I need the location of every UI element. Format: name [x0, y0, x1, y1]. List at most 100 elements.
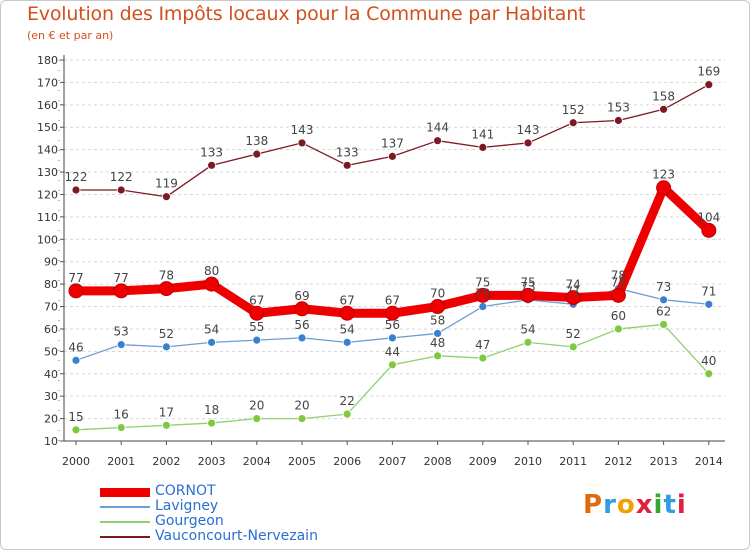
data-label-gourgeon: 60: [611, 309, 626, 323]
data-label-cornot: 70: [430, 287, 445, 301]
data-label-gourgeon: 20: [294, 399, 309, 413]
data-point-gourgeon: [116, 423, 126, 432]
data-label-lavigney: 70: [475, 287, 490, 301]
data-labels: 122 122 119 133 138 143 133 137 144 141 143 152 153 1…: [65, 65, 721, 424]
data-point-gourgeon: [161, 420, 171, 430]
data-label-lavigney: 73: [520, 280, 535, 294]
x-tick-label: 2000: [62, 455, 90, 468]
axes: [58, 55, 725, 442]
logo-letter: i: [653, 490, 664, 520]
y-axis-ticks: 10 20 30 40 50 60 70 80 90 100 110 120 130 140 150 160 1…: [37, 54, 64, 448]
data-label-vauconcourt-nervezain: 119: [155, 177, 178, 191]
y-tick-label: 50: [44, 345, 58, 358]
data-point-cornot: [294, 301, 310, 317]
data-point-lavigney: [116, 340, 126, 350]
data-point-cornot: [430, 299, 446, 315]
data-point-gourgeon: [659, 320, 668, 329]
data-label-vauconcourt-nervezain: 122: [110, 170, 133, 184]
data-label-cornot: 67: [340, 293, 355, 307]
data-point-gourgeon: [71, 425, 81, 435]
data-point-vauconcourt-nervezain: [207, 160, 217, 170]
data-point-vauconcourt-nervezain: [614, 116, 623, 125]
data-label-vauconcourt-nervezain: 141: [471, 127, 494, 141]
y-tick-label: 10: [44, 435, 58, 448]
data-point-vauconcourt-nervezain: [659, 104, 668, 114]
x-tick-label: 2011: [559, 455, 587, 468]
y-tick-label: 140: [37, 144, 58, 157]
y-tick-label: 90: [44, 256, 58, 269]
logo-letter: x: [635, 490, 654, 520]
data-label-vauconcourt-nervezain: 169: [697, 65, 720, 79]
data-point-vauconcourt-nervezain: [387, 151, 397, 161]
data-label-lavigney: 54: [204, 322, 219, 336]
logo-letter: i: [676, 490, 687, 520]
data-point-gourgeon: [614, 324, 623, 334]
data-label-lavigney: 78: [611, 269, 626, 283]
data-label-lavigney: 55: [249, 320, 264, 334]
data-label-cornot: 67: [385, 293, 400, 307]
data-label-cornot: 78: [159, 269, 174, 283]
data-label-vauconcourt-nervezain: 158: [652, 89, 675, 103]
data-label-gourgeon: 48: [430, 336, 445, 350]
y-tick-label: 170: [37, 76, 58, 89]
data-label-lavigney: 53: [114, 325, 129, 339]
y-tick-label: 180: [37, 54, 58, 67]
x-axis-ticks: 2000 2001 2002 2003 2004 2005 2006 2007 2008 2009…: [62, 441, 723, 468]
data-point-lavigney: [252, 335, 262, 345]
x-tick-label: 2001: [107, 455, 135, 468]
data-point-cornot: [249, 305, 265, 321]
data-point-cornot: [656, 180, 672, 196]
data-label-gourgeon: 62: [656, 304, 671, 318]
data-label-vauconcourt-nervezain: 133: [200, 145, 223, 159]
data-label-gourgeon: 52: [566, 327, 581, 341]
x-tick-label: 2005: [288, 455, 316, 468]
data-point-gourgeon: [523, 337, 533, 347]
data-label-cornot: 75: [475, 275, 490, 289]
data-label-vauconcourt-nervezain: 144: [426, 121, 449, 135]
data-label-gourgeon: 17: [159, 405, 174, 419]
data-point-lavigney: [71, 355, 81, 365]
data-label-gourgeon: 22: [340, 394, 355, 408]
y-tick-label: 40: [44, 368, 58, 381]
data-point-lavigney: [207, 337, 217, 347]
data-label-lavigney: 73: [656, 280, 671, 294]
data-point-vauconcourt-nervezain: [116, 185, 126, 195]
data-point-vauconcourt-nervezain: [342, 160, 352, 170]
data-label-lavigney: 46: [68, 340, 83, 354]
y-tick-label: 30: [44, 390, 58, 403]
x-tick-label: 2013: [650, 455, 678, 468]
x-tick-label: 2007: [378, 455, 406, 468]
data-label-vauconcourt-nervezain: 133: [336, 145, 359, 159]
data-label-cornot: 67: [249, 293, 264, 307]
data-point-vauconcourt-nervezain: [297, 138, 307, 148]
legend-label: Vauconcourt-Nervezain: [155, 528, 318, 544]
data-label-lavigney: 56: [385, 318, 400, 332]
data-point-gourgeon: [207, 418, 217, 428]
data-point-vauconcourt-nervezain: [433, 136, 443, 146]
data-label-gourgeon: 20: [249, 399, 264, 413]
data-point-vauconcourt-nervezain: [568, 118, 578, 128]
data-label-cornot: 123: [652, 168, 675, 182]
y-tick-label: 160: [37, 99, 58, 112]
chart-subtitle: (en € et par an): [27, 29, 114, 42]
x-tick-label: 2012: [604, 455, 632, 468]
data-label-vauconcourt-nervezain: 153: [607, 101, 630, 115]
data-point-cornot: [384, 305, 400, 321]
data-label-gourgeon: 44: [385, 345, 400, 359]
data-label-cornot: 75: [611, 275, 626, 289]
x-tick-label: 2002: [152, 455, 180, 468]
data-label-lavigney: 54: [340, 322, 355, 336]
data-label-lavigney: 52: [159, 327, 174, 341]
data-point-cornot: [610, 287, 626, 303]
x-tick-label: 2008: [424, 455, 452, 468]
data-label-lavigney: 71: [701, 284, 716, 298]
data-point-lavigney: [478, 302, 488, 311]
data-point-gourgeon: [252, 414, 262, 423]
x-tick-label: 2014: [695, 455, 723, 468]
legend-swatch: [100, 506, 150, 508]
data-point-cornot: [520, 287, 536, 303]
y-tick-label: 100: [37, 233, 58, 246]
data-label-cornot: 69: [294, 289, 309, 303]
data-point-gourgeon: [478, 353, 488, 363]
proxiti-logo: Proxiti: [583, 490, 687, 520]
